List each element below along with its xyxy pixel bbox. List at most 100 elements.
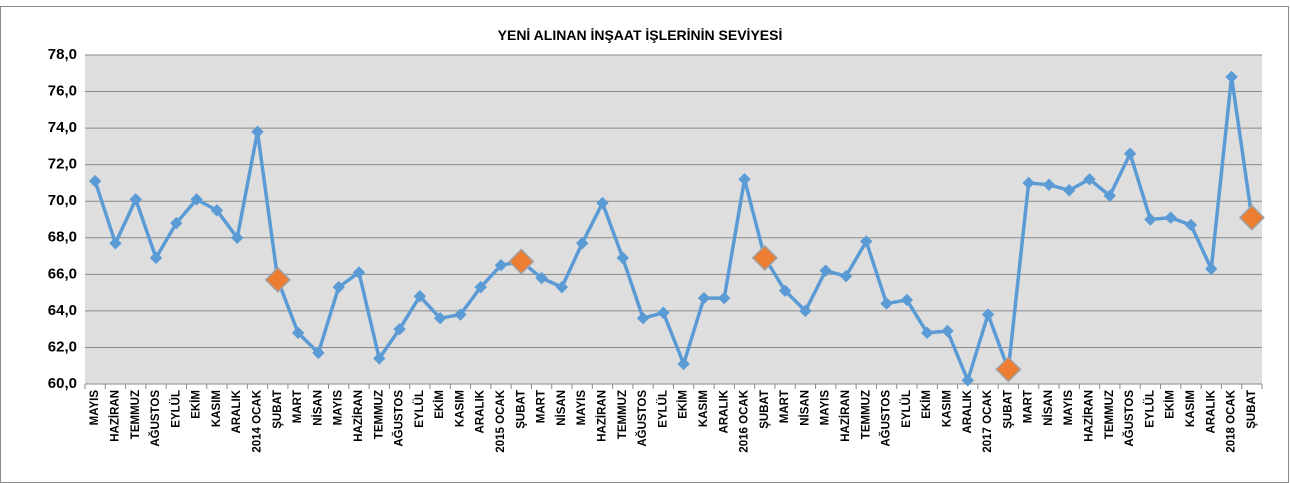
x-tick-label: MAYIS <box>576 390 588 426</box>
x-tick-label: KASIM <box>941 390 953 427</box>
marker <box>332 280 345 294</box>
marker <box>88 174 102 188</box>
x-tick-label: ARALIK <box>718 389 730 433</box>
marker <box>1022 176 1035 190</box>
marker <box>210 204 224 217</box>
x-tick-label: MAYIS <box>333 390 345 426</box>
x-tick-label: KASIM <box>1185 390 1197 427</box>
marker <box>1063 184 1076 197</box>
y-tick-label: 62,0 <box>48 338 77 355</box>
x-tick-label: EYLÜL <box>169 390 182 428</box>
y-tick-label: 66,0 <box>48 265 77 282</box>
marker <box>596 196 609 210</box>
marker <box>677 357 690 371</box>
marker <box>1042 178 1056 191</box>
marker <box>778 284 792 297</box>
marker <box>535 271 548 285</box>
x-tick-label: EYLÜL <box>413 390 426 428</box>
data-line <box>93 75 1254 383</box>
x-tick-label: MART <box>292 390 304 423</box>
x-tick-label: AĞUSTOS <box>1123 390 1136 447</box>
x-tick-label: KASIM <box>211 390 223 427</box>
marker <box>555 280 569 294</box>
x-tick-label: TEMMUZ <box>373 390 385 439</box>
x-tick-label: NİSAN <box>311 390 324 426</box>
marker <box>799 304 812 318</box>
marker <box>880 297 893 310</box>
marker <box>738 173 751 186</box>
x-tick-label: KASIM <box>698 390 710 427</box>
x-tick-label: HAZİRAN <box>839 390 852 442</box>
x-tick-label: ŞUBAT <box>272 390 284 429</box>
x-tick-label: EKİM <box>1164 390 1177 419</box>
x-tick-label: TEMMUZ <box>130 390 142 439</box>
marker <box>251 125 264 138</box>
x-tick-label: ARALIK <box>231 389 243 433</box>
marker <box>433 311 447 325</box>
x-tick-label: 2015 OCAK <box>495 389 507 452</box>
marker <box>1144 213 1157 226</box>
marker <box>393 322 406 336</box>
y-tick-label: 64,0 <box>48 302 77 319</box>
marker <box>1103 189 1117 202</box>
marker <box>474 280 487 294</box>
marker <box>129 193 142 206</box>
x-tick-label: HAZİRAN <box>108 390 121 442</box>
highlight-marker <box>508 248 535 275</box>
x-tick-label: 2014 OCAK <box>252 389 264 452</box>
x-tick-label: EKİM <box>433 390 446 419</box>
y-tick-label: 70,0 <box>48 192 77 209</box>
x-tick-label: TEMMUZ <box>1104 390 1116 439</box>
x-tick-label: ŞUBAT <box>515 390 527 429</box>
marker <box>961 374 974 387</box>
x-tick-label: ARALIK <box>962 389 974 433</box>
marker <box>616 251 629 265</box>
x-tick-label: ŞUBAT <box>759 390 771 429</box>
y-tick-label: 60,0 <box>48 375 77 392</box>
x-tick-label: NİSAN <box>555 390 568 426</box>
y-tick-label: 78,0 <box>48 46 77 63</box>
plot-area <box>85 55 1262 384</box>
x-tick-label: TEMMUZ <box>617 390 629 439</box>
marker <box>230 231 244 244</box>
marker <box>941 324 954 338</box>
marker <box>352 266 366 279</box>
x-tick-label: AĞUSTOS <box>393 390 406 447</box>
y-tick-label: 68,0 <box>48 229 77 246</box>
marker <box>839 269 853 283</box>
x-tick-label: 2016 OCAK <box>739 389 751 452</box>
x-tick-label: MAYIS <box>1063 390 1075 426</box>
highlight-marker <box>264 266 291 293</box>
x-tick-label: ŞUBAT <box>1002 390 1014 429</box>
marker <box>718 291 731 305</box>
marker <box>636 311 650 325</box>
x-tick-label: EKİM <box>920 390 933 419</box>
highlight-marker <box>995 356 1022 383</box>
x-tick-label: 2017 OCAK <box>982 389 994 452</box>
marker <box>1205 262 1218 276</box>
marker <box>454 308 467 321</box>
y-tick-label: 74,0 <box>48 119 77 136</box>
x-tick-label: EKİM <box>190 390 203 419</box>
marker <box>860 235 873 248</box>
marker <box>1184 218 1198 232</box>
marker <box>1123 147 1137 160</box>
x-tick-label: MART <box>536 390 548 423</box>
x-tick-label: EYLÜL <box>656 390 669 428</box>
highlight-marker <box>1238 204 1265 231</box>
x-tick-label: ARALIK <box>1205 389 1217 433</box>
x-tick-label: MAYIS <box>89 390 101 426</box>
x-tick-label: NİSAN <box>798 390 811 426</box>
x-tick-label: KASIM <box>454 390 466 427</box>
marker <box>109 237 122 250</box>
x-tick-label: 2018 OCAK <box>1226 389 1238 452</box>
x-tick-label: MAYIS <box>820 390 832 426</box>
marker <box>1164 211 1177 224</box>
x-tick-label: MART <box>779 390 791 423</box>
marker <box>291 326 305 340</box>
marker <box>697 291 711 305</box>
x-tick-label: MART <box>1023 390 1035 423</box>
marker <box>170 216 183 230</box>
marker <box>312 346 325 360</box>
